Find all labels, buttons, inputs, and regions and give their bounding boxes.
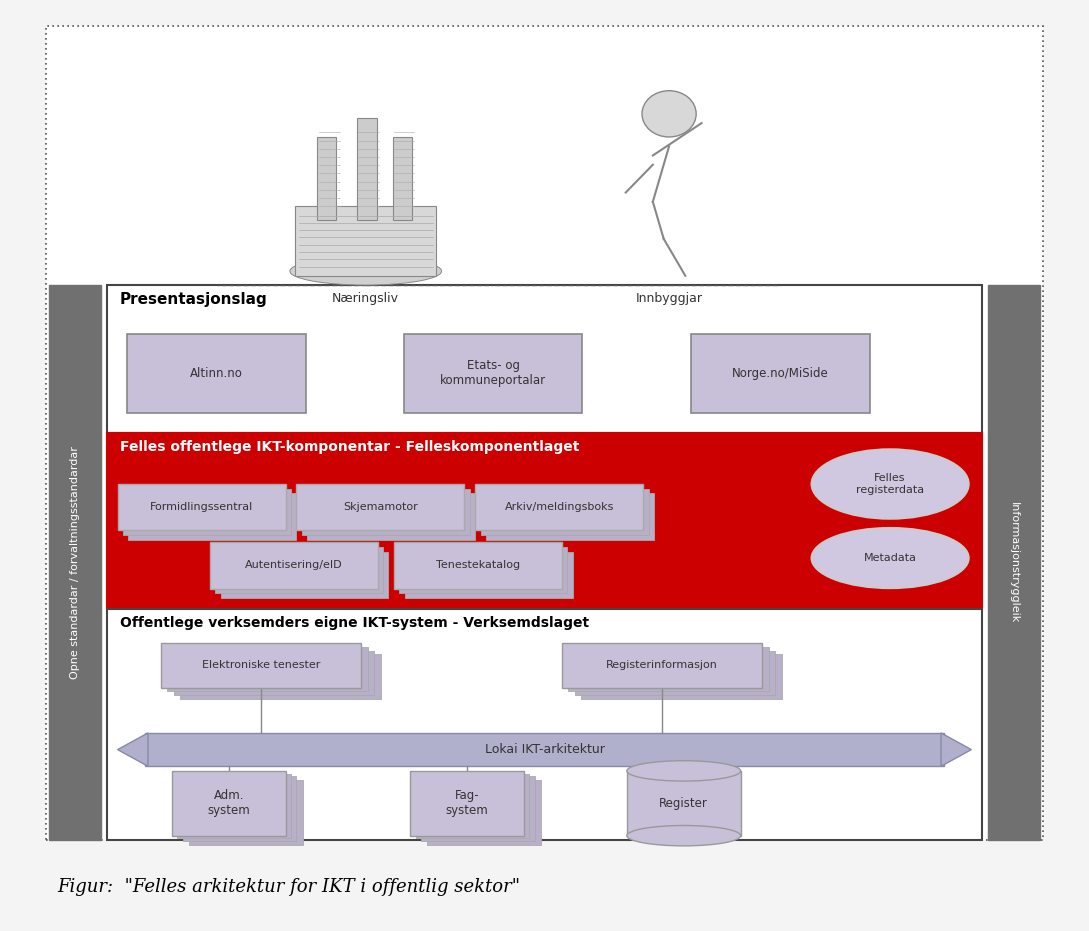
Bar [118, 484, 285, 531]
Text: Elektroniske tenester: Elektroniske tenester [201, 660, 320, 670]
Text: Tenestekatalog: Tenestekatalog [436, 560, 519, 571]
Text: Altinn.no: Altinn.no [191, 367, 243, 380]
Text: Figur:  "Felles arkitektur for IKT i offentlig sektor": Figur: "Felles arkitektur for IKT i offe… [57, 878, 519, 896]
Text: Innbyggjar: Innbyggjar [636, 292, 702, 305]
Bar [421, 776, 535, 842]
Text: Registerinformasjon: Registerinformasjon [607, 660, 718, 670]
Text: Informasjonstryggleik: Informasjonstryggleik [1008, 502, 1018, 623]
Text: Offentlege verksemders eigne IKT-system - Verksemdslaget: Offentlege verksemders eigne IKT-system … [120, 616, 589, 630]
Ellipse shape [811, 450, 969, 519]
Bar [428, 780, 541, 845]
Bar [49, 285, 101, 841]
Bar [210, 543, 378, 588]
Bar [295, 207, 437, 276]
Bar [189, 780, 303, 845]
Bar [174, 651, 375, 695]
Bar [107, 285, 982, 433]
Text: Skjemamotor: Skjemamotor [343, 502, 418, 512]
Bar [475, 484, 644, 531]
Text: Etats- og
kommuneportalar: Etats- og kommuneportalar [440, 359, 546, 387]
Ellipse shape [290, 257, 441, 285]
Bar [296, 484, 464, 531]
Bar [988, 285, 1040, 841]
Text: Felles
registerdata: Felles registerdata [856, 473, 925, 494]
Circle shape [643, 90, 696, 137]
Text: Næringsliv: Næringsliv [332, 292, 400, 305]
Bar [183, 776, 296, 842]
Bar [562, 643, 762, 688]
Text: Lokai IKT-arkitektur: Lokai IKT-arkitektur [485, 743, 604, 756]
Text: Formidlingssentral: Formidlingssentral [150, 502, 254, 512]
Text: Adm.
system: Adm. system [207, 789, 250, 817]
Bar [411, 771, 524, 836]
Bar [221, 551, 389, 598]
Polygon shape [941, 733, 971, 766]
Bar [216, 546, 383, 593]
Text: Autentisering/eID: Autentisering/eID [245, 560, 343, 571]
Text: Presentasjonslag: Presentasjonslag [120, 292, 268, 307]
Ellipse shape [811, 528, 969, 588]
Bar [107, 609, 982, 841]
Bar [400, 546, 567, 593]
Bar [317, 137, 337, 221]
Text: Norge.no/MiSide: Norge.no/MiSide [732, 367, 829, 380]
Bar [172, 771, 285, 836]
Bar [582, 654, 782, 698]
Text: Register: Register [659, 797, 708, 810]
Text: Arkiv/meldingsboks: Arkiv/meldingsboks [504, 502, 614, 512]
Bar [405, 551, 573, 598]
Bar [178, 774, 291, 839]
Text: Metadata: Metadata [864, 553, 917, 563]
Polygon shape [118, 733, 148, 766]
Bar [123, 489, 291, 535]
Bar [46, 26, 1043, 841]
Bar [627, 771, 741, 836]
Bar [575, 651, 775, 695]
Bar [145, 733, 944, 766]
Text: Opne standardar / forvaltningsstandardar: Opne standardar / forvaltningsstandardar [71, 446, 81, 679]
Bar [404, 334, 583, 412]
Bar [357, 118, 377, 221]
Bar [568, 647, 769, 692]
Bar [129, 493, 296, 540]
Bar [394, 543, 562, 588]
Ellipse shape [627, 826, 741, 846]
Bar [161, 643, 362, 688]
Text: Fag-
system: Fag- system [445, 789, 488, 817]
Bar [480, 489, 649, 535]
Bar [486, 493, 653, 540]
Bar [168, 647, 368, 692]
Bar [416, 774, 529, 839]
Bar [181, 654, 381, 698]
Bar [307, 493, 475, 540]
Bar [690, 334, 869, 412]
Bar [302, 489, 469, 535]
Text: Felles offentlege IKT-komponentar - Felleskomponentlaget: Felles offentlege IKT-komponentar - Fell… [120, 439, 579, 453]
Bar [393, 137, 413, 221]
Bar [127, 334, 306, 412]
Ellipse shape [627, 761, 741, 781]
Bar [107, 433, 982, 609]
